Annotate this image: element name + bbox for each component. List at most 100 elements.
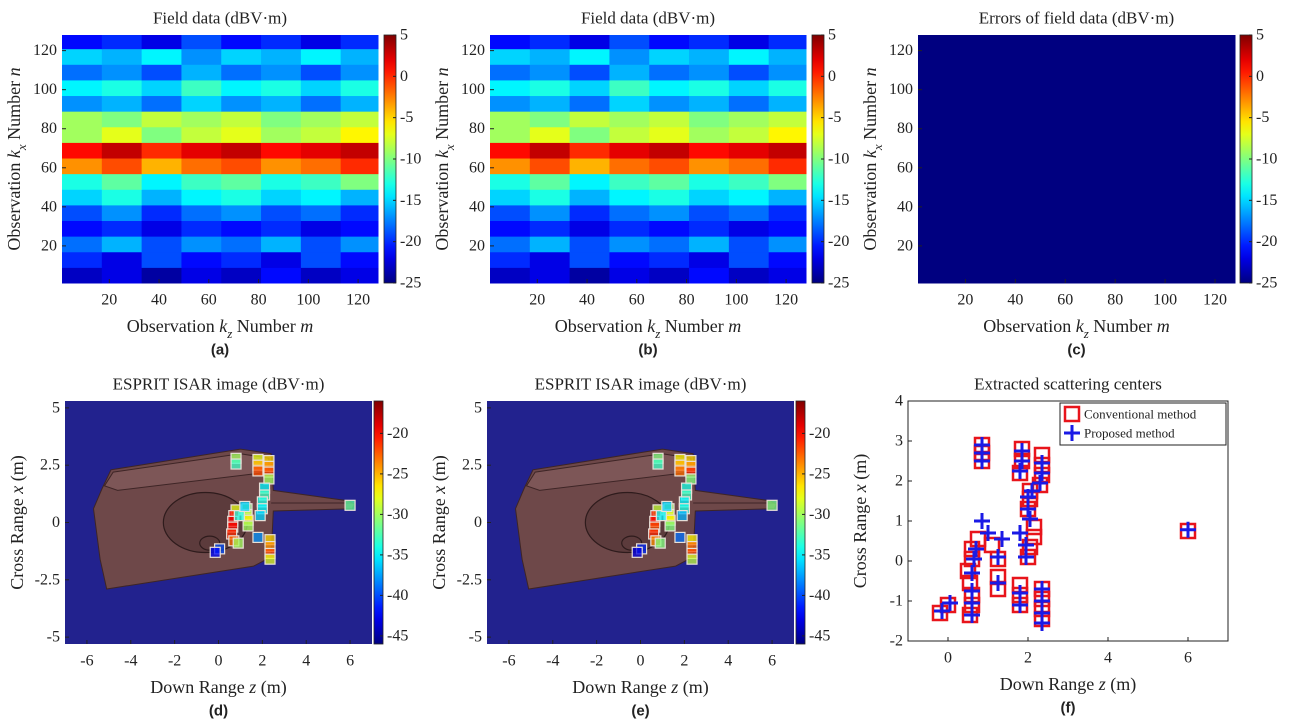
y-tick-label: 120 bbox=[889, 42, 913, 59]
heat-cell bbox=[340, 35, 379, 50]
heat-cell bbox=[649, 35, 690, 50]
label-part: Cross Range bbox=[7, 494, 27, 590]
label-part: x bbox=[850, 484, 870, 493]
heat-cell bbox=[609, 48, 650, 65]
heat-cell bbox=[569, 126, 610, 143]
marker-plus bbox=[994, 531, 1010, 547]
heat-cell bbox=[300, 48, 342, 65]
heat-cell bbox=[490, 173, 531, 190]
heat-cell bbox=[300, 158, 342, 175]
label-part: Number bbox=[432, 76, 452, 144]
heat-cell bbox=[261, 251, 302, 268]
colorbar-tick-label: -5 bbox=[400, 109, 413, 126]
chart-title: ESPRIT ISAR image (dBV·m) bbox=[535, 375, 747, 394]
heat-cell bbox=[689, 189, 730, 206]
legend-box bbox=[1059, 402, 1227, 446]
heat-cell bbox=[649, 267, 690, 284]
heat-cell bbox=[569, 79, 610, 97]
heat-cell bbox=[569, 236, 610, 253]
heat-cell bbox=[529, 64, 571, 81]
y-tick-label: 2.5 bbox=[462, 457, 482, 474]
marker-plus bbox=[1012, 463, 1028, 479]
colorbar-tick-label: -20 bbox=[1256, 233, 1277, 250]
scatter-center bbox=[232, 537, 244, 549]
heat-cell bbox=[300, 126, 342, 143]
y-tick-label: -1 bbox=[890, 593, 903, 610]
heat-cell bbox=[221, 158, 262, 175]
label-part: n bbox=[860, 67, 880, 76]
colorbar-tick-label: -20 bbox=[387, 425, 408, 442]
y-tick-label: 60 bbox=[41, 159, 57, 176]
y-axis-label: Cross Range x (m) bbox=[850, 454, 871, 589]
heat-cell bbox=[490, 189, 531, 206]
heat-cell bbox=[728, 95, 770, 112]
x-tick-label: -2 bbox=[590, 653, 603, 670]
y-tick-label: 120 bbox=[33, 42, 57, 59]
heat-cell bbox=[768, 126, 807, 143]
heat-cell bbox=[141, 251, 182, 268]
x-tick-label: -4 bbox=[124, 653, 137, 670]
marker-plus bbox=[1024, 483, 1040, 499]
y-tick-label: 1 bbox=[895, 513, 903, 530]
heat-cell bbox=[300, 142, 342, 159]
heat-cell bbox=[340, 64, 379, 81]
heat-cell bbox=[649, 126, 690, 143]
heat-cell bbox=[181, 111, 222, 128]
heat-cell bbox=[300, 79, 342, 97]
label-part: n bbox=[432, 67, 452, 76]
heat-cell bbox=[529, 126, 571, 143]
scatter-center bbox=[242, 520, 254, 532]
x-tick-label: 6 bbox=[346, 653, 354, 670]
heat-cell bbox=[689, 173, 730, 190]
label-part: Number bbox=[232, 316, 300, 336]
heat-cell bbox=[221, 79, 262, 97]
heat-cell bbox=[649, 48, 690, 65]
label-part: Number bbox=[1089, 316, 1157, 336]
heat-cell bbox=[569, 158, 610, 175]
heat-cell bbox=[609, 267, 650, 284]
colorbar-tick-label: -40 bbox=[809, 587, 830, 604]
heat-cell bbox=[768, 251, 807, 268]
x-tick-label: 120 bbox=[1203, 292, 1227, 309]
y-tick-label: 80 bbox=[469, 120, 485, 137]
heat-cell bbox=[101, 236, 143, 253]
label-part: z bbox=[654, 326, 660, 341]
heat-cell bbox=[141, 35, 182, 50]
heat-cell bbox=[261, 189, 302, 206]
scatter-center bbox=[263, 473, 275, 485]
heat-cell bbox=[62, 95, 103, 112]
heat-cell bbox=[62, 64, 103, 81]
label-part: z bbox=[1083, 326, 1089, 341]
heat-cell bbox=[101, 64, 143, 81]
colorbar-tick-label: -45 bbox=[387, 627, 408, 644]
label-part: Observation bbox=[127, 316, 219, 336]
heat-cell bbox=[181, 267, 222, 284]
label-part: k bbox=[647, 316, 656, 336]
heat-cell bbox=[689, 251, 730, 268]
heat-cell bbox=[768, 111, 807, 128]
heat-cell bbox=[101, 111, 143, 128]
heat-cell bbox=[101, 204, 143, 222]
x-tick-label: 80 bbox=[1107, 292, 1123, 309]
heat-cell bbox=[62, 236, 103, 253]
heat-cell bbox=[101, 95, 143, 112]
x-tick-label: 60 bbox=[1057, 292, 1073, 309]
heat-cell bbox=[609, 173, 650, 190]
scatter-center bbox=[676, 510, 688, 522]
heat-cell bbox=[768, 142, 807, 159]
scatter-center bbox=[685, 473, 697, 485]
label-part: Down Range bbox=[150, 677, 249, 697]
heat-cell bbox=[490, 111, 531, 128]
label-part: x bbox=[14, 144, 29, 151]
x-tick-label: 40 bbox=[579, 292, 595, 309]
heat-cell bbox=[490, 35, 531, 50]
marker-plus bbox=[974, 437, 990, 453]
scatter-center bbox=[230, 458, 242, 470]
heat-cell bbox=[141, 204, 182, 222]
heat-cell bbox=[62, 158, 103, 175]
heat-cell bbox=[490, 236, 531, 253]
heat-cell bbox=[490, 64, 531, 81]
colorbar-tick-label: -25 bbox=[387, 465, 408, 482]
label-part: m bbox=[1157, 316, 1170, 336]
y-tick-label: -2.5 bbox=[35, 571, 60, 588]
